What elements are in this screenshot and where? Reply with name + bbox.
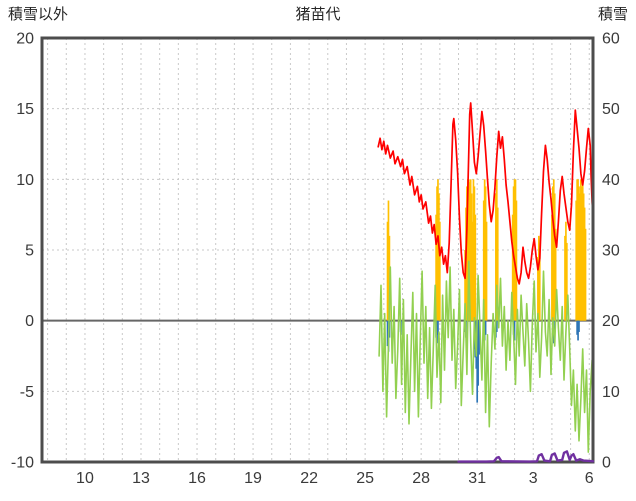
orange-bars <box>576 179 578 321</box>
x-axis-tick-label: 25 <box>356 470 374 487</box>
orange-bars <box>464 250 466 321</box>
orange-bars <box>496 207 499 321</box>
blue-bars <box>478 320 480 355</box>
left-axis-tick-label: 5 <box>25 243 34 260</box>
orange-bars <box>537 257 539 321</box>
orange-bars <box>565 221 567 321</box>
orange-bars <box>552 179 555 321</box>
orange-bars <box>485 221 488 321</box>
orange-bars <box>551 214 553 321</box>
orange-bars <box>438 193 440 321</box>
orange-bars <box>467 179 469 321</box>
purple-line <box>457 450 595 463</box>
orange-bars <box>439 221 441 321</box>
orange-bars <box>495 193 497 321</box>
orange-bars <box>513 179 516 321</box>
orange-bars <box>552 186 554 321</box>
x-axis-tick-label: 31 <box>468 470 486 487</box>
orange-bars <box>582 193 585 321</box>
orange-bars <box>471 221 474 321</box>
x-axis-tick-label: 6 <box>585 470 594 487</box>
left-axis-tick-label: 15 <box>16 101 34 118</box>
orange-bars <box>583 207 586 321</box>
right-axis-tick-label: 50 <box>602 101 620 118</box>
left-axis-tick-label: 20 <box>16 31 34 48</box>
orange-bars <box>436 186 438 321</box>
x-axis-tick-label: 10 <box>76 470 94 487</box>
orange-bars <box>579 193 581 321</box>
blue-bars <box>436 320 438 344</box>
orange-bars <box>554 228 557 321</box>
x-axis-tick-label: 19 <box>244 470 262 487</box>
chart-title: 猪苗代 <box>295 6 341 23</box>
left-axis-tick-label: -10 <box>11 455 34 472</box>
orange-bars <box>514 179 517 321</box>
orange-bars <box>472 179 475 321</box>
orange-bars <box>515 200 518 321</box>
blue-bars <box>484 320 487 335</box>
orange-bars <box>538 250 541 321</box>
orange-bars <box>553 193 556 321</box>
red-line <box>377 102 594 285</box>
blue-bars <box>513 320 516 341</box>
left-axis-title: 積雪以外 <box>8 6 69 23</box>
orange-bars <box>437 179 439 321</box>
left-axis-tick-label: 0 <box>25 313 34 330</box>
blue-bars <box>386 320 389 347</box>
right-axis-tick-label: 10 <box>602 384 620 401</box>
blue-bars <box>578 320 580 332</box>
orange-bars <box>474 214 477 321</box>
right-axis-tick-label: 30 <box>602 243 620 260</box>
orange-bars <box>564 235 566 321</box>
x-axis-tick-label: 22 <box>300 470 318 487</box>
orange-bars <box>484 186 487 321</box>
blue-bars <box>477 320 479 386</box>
orange-bars <box>435 214 437 321</box>
orange-bars <box>584 228 587 321</box>
x-axis-tick-label: 16 <box>188 470 206 487</box>
orange-bars <box>575 200 578 321</box>
orange-bars <box>470 193 473 321</box>
x-axis-tick-label: 13 <box>132 470 150 487</box>
orange-bars <box>386 221 389 321</box>
blue-bars <box>476 320 479 403</box>
blue-bars <box>437 320 439 335</box>
right-axis-tick-label: 40 <box>602 172 620 189</box>
orange-bars <box>468 182 471 321</box>
green-line <box>378 260 593 453</box>
right-axis-tick-label: 20 <box>602 313 620 330</box>
x-axis-tick-label: 28 <box>412 470 430 487</box>
orange-bars <box>580 179 582 321</box>
orange-bars <box>511 214 514 321</box>
x-axis-tick-label: 3 <box>529 470 538 487</box>
orange-bars <box>577 179 579 321</box>
orange-bars <box>469 179 472 321</box>
orange-bars <box>387 200 390 321</box>
orange-bars <box>581 179 584 321</box>
orange-bars <box>466 186 468 321</box>
blue-bars <box>495 320 498 332</box>
blue-bars <box>577 320 579 341</box>
orange-bars <box>537 235 540 321</box>
orange-bars <box>566 242 568 321</box>
right-axis-tick-label: 0 <box>602 455 611 472</box>
orange-bars <box>467 179 470 321</box>
plot-border <box>40 36 595 464</box>
orange-bars <box>578 186 580 321</box>
left-axis-tick-label: -5 <box>20 384 34 401</box>
orange-bars <box>495 179 498 321</box>
left-axis-tick-label: 10 <box>16 172 34 189</box>
orange-bars <box>483 179 486 321</box>
orange-bars <box>473 186 476 321</box>
right-axis-tick-label: 60 <box>602 31 620 48</box>
orange-bars <box>482 200 485 321</box>
right-axis-title: 積雪 <box>597 6 628 23</box>
blue-bars <box>576 320 578 335</box>
orange-bars <box>580 186 583 321</box>
